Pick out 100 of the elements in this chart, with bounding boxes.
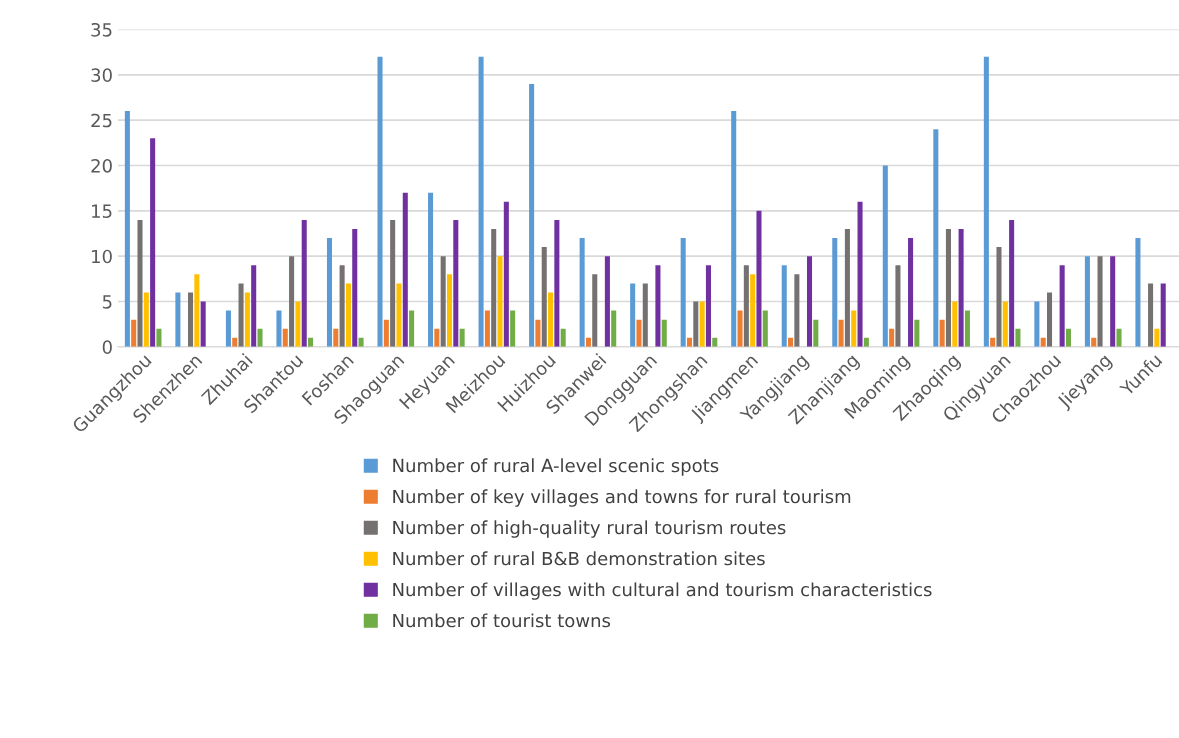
- bar: [1065, 328, 1071, 347]
- bar: [175, 292, 181, 347]
- y-tick-label: 0: [102, 340, 112, 354]
- bar: [731, 111, 737, 347]
- bar: [743, 265, 749, 347]
- bar: [1046, 292, 1053, 347]
- y-tick-label: 30: [91, 68, 112, 82]
- bar: [636, 319, 642, 347]
- bar: [1015, 328, 1021, 347]
- bar: [1148, 283, 1154, 347]
- bar: [541, 247, 547, 347]
- bar: [964, 310, 970, 347]
- bar: [983, 56, 989, 347]
- y-tick-label: 5: [102, 295, 112, 309]
- bar: [333, 328, 339, 347]
- legend-label: Number of villages with cultural and tourism characteristics: [393, 582, 932, 600]
- bar: [579, 238, 585, 347]
- bar: [895, 265, 901, 347]
- bar: [958, 228, 964, 347]
- bar: [914, 319, 920, 347]
- y-tick-label: 35: [91, 22, 112, 37]
- bar: [510, 310, 516, 347]
- bar: [295, 301, 301, 347]
- bar: [554, 219, 560, 347]
- bar: [737, 310, 743, 347]
- bar: [851, 310, 857, 347]
- bar: [908, 238, 914, 347]
- bar: [762, 310, 768, 347]
- bar: [491, 228, 497, 347]
- bar: [529, 83, 535, 347]
- bar: [705, 265, 711, 347]
- bar: [857, 201, 863, 347]
- y-tick-label: 25: [91, 113, 112, 128]
- bar: [756, 210, 762, 347]
- bar: [282, 328, 288, 347]
- bar: [889, 328, 895, 347]
- bar: [750, 274, 756, 347]
- bar: [225, 310, 231, 347]
- bar: [402, 192, 408, 347]
- bar: [844, 228, 850, 347]
- bar: [1154, 328, 1160, 347]
- bar: [794, 274, 800, 347]
- bar: [301, 219, 307, 347]
- bar: [535, 319, 541, 347]
- bar: [434, 328, 440, 347]
- bar: [377, 56, 383, 347]
- bar: [630, 283, 636, 347]
- bar: [459, 328, 465, 347]
- bar: [440, 256, 446, 347]
- bar: [1097, 256, 1103, 347]
- bar: [188, 292, 194, 347]
- bar: [446, 274, 453, 347]
- legend-label: Number of rural A-level scenic spots: [393, 458, 719, 476]
- bar: [396, 283, 402, 347]
- bar: [1135, 238, 1141, 347]
- bar: [661, 319, 667, 347]
- bar: [244, 292, 250, 347]
- legend-label: Number of rural B&B demonstration sites: [393, 551, 765, 566]
- bar: [345, 283, 351, 347]
- legend-label: Number of tourist towns: [393, 613, 611, 628]
- bar: [453, 219, 459, 347]
- bar: [478, 56, 484, 347]
- bar: [428, 192, 434, 347]
- bar: [484, 310, 490, 347]
- bar: [832, 238, 838, 347]
- bar: [276, 310, 282, 347]
- bar: [200, 301, 206, 347]
- bar: [952, 301, 958, 347]
- bar: [352, 228, 358, 347]
- bar: [882, 165, 888, 347]
- bar: [1059, 265, 1065, 347]
- bar: [409, 310, 415, 347]
- bar: [251, 265, 257, 347]
- y-tick-label: 15: [92, 204, 112, 218]
- bar: [326, 238, 333, 347]
- bar: [611, 310, 617, 347]
- bar: [1160, 283, 1166, 347]
- bar: [699, 301, 705, 347]
- bar: [939, 319, 945, 347]
- bar: [1002, 301, 1008, 347]
- bar: [497, 256, 503, 347]
- bar: [1116, 328, 1122, 347]
- bar: [813, 319, 819, 347]
- bar: [655, 265, 661, 347]
- bar: [806, 256, 813, 347]
- bar: [194, 274, 200, 347]
- bar: [257, 328, 263, 347]
- bar: [339, 265, 345, 347]
- bar: [124, 111, 130, 347]
- bar: [592, 274, 598, 347]
- legend-label: Number of high-quality rural tourism routes: [393, 520, 786, 538]
- bar: [933, 129, 939, 347]
- bar: [150, 138, 156, 347]
- bar: [838, 319, 844, 347]
- bar: [383, 319, 389, 347]
- bar: [1009, 219, 1015, 347]
- bar: [548, 292, 554, 347]
- bar: [156, 328, 162, 347]
- bar: [680, 238, 686, 347]
- y-tick-label: 10: [92, 249, 112, 264]
